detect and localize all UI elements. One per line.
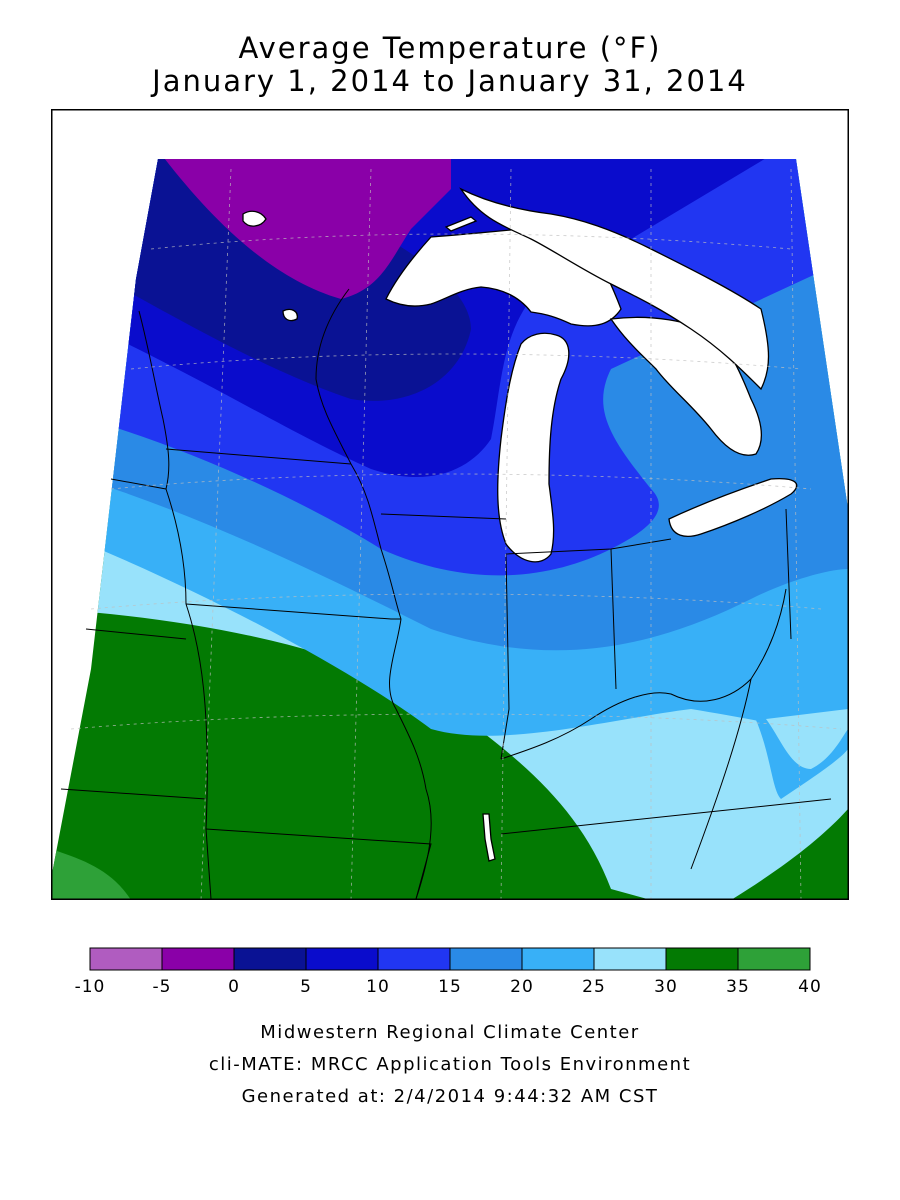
legend-swatch: [161, 947, 235, 971]
ky-tn-border: [500, 798, 832, 835]
legend-swatch: [89, 947, 163, 971]
ia-sd-ne-border: [165, 488, 187, 605]
band-25-30-ohio-river: [766, 709, 848, 769]
mo-ar-border: [205, 828, 432, 900]
mississippi-river: [389, 618, 432, 900]
legend-tick-label: -10: [75, 977, 106, 997]
legend-swatch: [521, 947, 595, 971]
legend-tick-label: 35: [726, 977, 750, 997]
wi-il-border: [380, 513, 507, 520]
mn-ia-border: [165, 448, 352, 465]
lake-of-the-woods: [242, 210, 267, 227]
water-bodies: [242, 187, 798, 862]
legend-swatch: [593, 947, 667, 971]
map-subtitle-date-range: January 1, 2014 to January 31, 2014: [152, 64, 748, 98]
ia-il-border: [350, 463, 402, 620]
legend-tick-label: 5: [300, 977, 312, 997]
legend-swatch: [449, 947, 523, 971]
legend-swatch: [737, 947, 811, 971]
lake-erie: [668, 478, 798, 537]
ia-mo-border: [185, 603, 401, 620]
legend-tick-label: -5: [153, 977, 172, 997]
legend-tick-label: 20: [510, 977, 534, 997]
legend-tick-label: 10: [366, 977, 390, 997]
color-legend: -10 -5 0 5 10 15 20 25 30 35 40: [75, 947, 822, 997]
ohio-river: [500, 588, 787, 760]
mn-wi-border: [315, 288, 352, 465]
legend-tick-label: 30: [654, 977, 678, 997]
ok-ks-border: [60, 788, 207, 800]
credit-organization: Midwestern Regional Climate Center: [260, 1022, 640, 1043]
il-in-border: [500, 553, 510, 760]
ne-sd-border: [110, 478, 167, 490]
legend-tick-label: 40: [798, 977, 822, 997]
in-oh-border: [610, 548, 617, 690]
map-frame: [51, 109, 849, 900]
ks-mo-border: [185, 603, 212, 900]
legend-swatch: [377, 947, 451, 971]
wv-ky-border: [690, 678, 752, 870]
canada-north: [459, 187, 770, 391]
legend-tick-label: 15: [438, 977, 462, 997]
legend-swatch: [305, 947, 379, 971]
temperature-map: [51, 109, 849, 900]
generated-timestamp: Generated at: 2/4/2014 9:44:32 AM CST: [241, 1086, 659, 1107]
kentucky-lake: [482, 813, 496, 862]
legend-swatch: [665, 947, 739, 971]
credit-application: cli-MATE: MRCC Application Tools Environ…: [208, 1054, 692, 1075]
legend-tick-label: 25: [582, 977, 606, 997]
isle-royale: [444, 216, 478, 232]
oh-pa-border: [785, 508, 792, 640]
lake-michigan: [497, 332, 570, 563]
band-30-35-southeast: [731, 809, 848, 899]
band-35-40-southwest: [51, 849, 131, 899]
map-title: Average Temperature (°F): [238, 31, 662, 65]
red-lake: [282, 308, 298, 322]
graticule: [70, 168, 842, 900]
legend-tick-label: 0: [228, 977, 240, 997]
ks-ne-border: [85, 628, 187, 640]
mn-nd-border: [138, 310, 170, 490]
legend-swatch: [233, 947, 307, 971]
band-minus5-0: [151, 159, 451, 299]
